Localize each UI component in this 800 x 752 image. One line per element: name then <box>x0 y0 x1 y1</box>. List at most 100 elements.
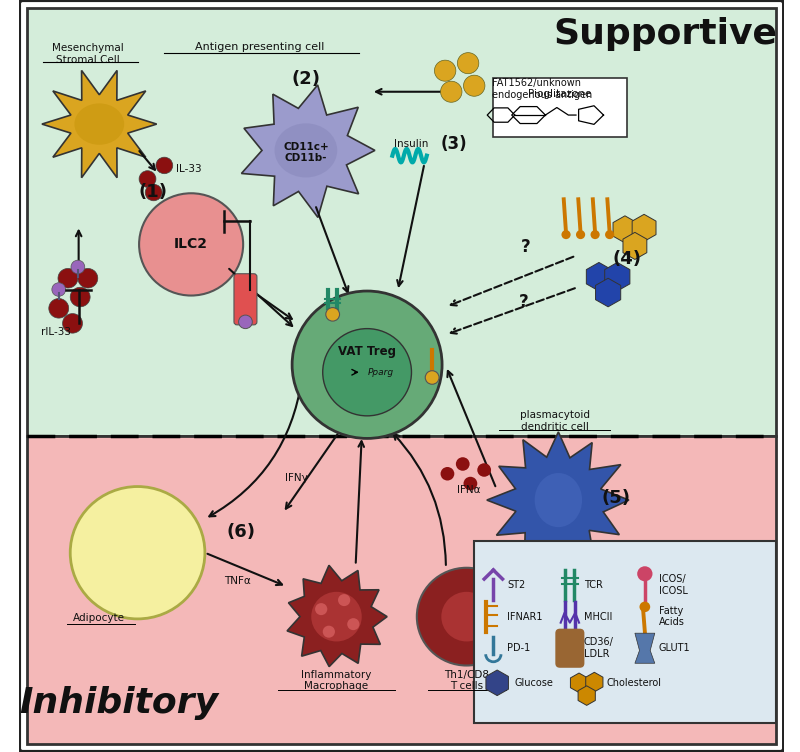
Circle shape <box>139 171 156 187</box>
Circle shape <box>70 287 90 307</box>
Text: (5): (5) <box>602 489 630 507</box>
FancyBboxPatch shape <box>26 436 777 744</box>
Ellipse shape <box>74 104 124 144</box>
Polygon shape <box>595 278 621 307</box>
Circle shape <box>576 230 585 239</box>
Text: (6): (6) <box>226 523 255 541</box>
Text: (4): (4) <box>613 250 642 268</box>
Circle shape <box>441 467 454 481</box>
Circle shape <box>292 291 442 438</box>
Text: Insulin: Insulin <box>394 139 428 150</box>
Circle shape <box>637 566 653 581</box>
Circle shape <box>322 329 411 416</box>
Text: PD-1: PD-1 <box>507 643 530 653</box>
FancyBboxPatch shape <box>234 274 257 325</box>
Polygon shape <box>586 672 603 692</box>
Text: Cholesterol: Cholesterol <box>606 678 662 688</box>
Circle shape <box>441 81 462 102</box>
Circle shape <box>311 592 362 641</box>
Circle shape <box>463 75 485 96</box>
Polygon shape <box>586 262 611 291</box>
Polygon shape <box>632 214 656 241</box>
Text: CD36/
LDLR: CD36/ LDLR <box>584 638 614 659</box>
Text: FAT1562/unknown
endogenous antigen: FAT1562/unknown endogenous antigen <box>492 78 592 99</box>
Circle shape <box>322 626 335 638</box>
Text: Inflammatory
Macrophage: Inflammatory Macrophage <box>302 670 372 691</box>
Circle shape <box>78 268 98 288</box>
Text: IFNAR1: IFNAR1 <box>507 611 542 622</box>
Ellipse shape <box>274 123 338 177</box>
Circle shape <box>590 230 600 239</box>
Ellipse shape <box>534 473 582 527</box>
Polygon shape <box>613 216 637 243</box>
Circle shape <box>426 371 439 384</box>
Text: VAT Treg: VAT Treg <box>338 344 396 358</box>
Polygon shape <box>287 566 387 666</box>
Circle shape <box>146 184 162 201</box>
Polygon shape <box>570 673 588 693</box>
Circle shape <box>456 457 470 471</box>
Text: Supportive: Supportive <box>554 17 778 51</box>
Circle shape <box>338 594 350 606</box>
Polygon shape <box>242 85 375 217</box>
Circle shape <box>463 477 478 490</box>
Text: MHCII: MHCII <box>584 611 612 622</box>
Text: Pioglitazone: Pioglitazone <box>528 89 592 99</box>
Circle shape <box>52 283 66 296</box>
FancyBboxPatch shape <box>474 541 777 723</box>
Circle shape <box>71 260 85 274</box>
Text: ?: ? <box>519 293 529 311</box>
Text: IL-33: IL-33 <box>176 164 202 174</box>
Polygon shape <box>578 686 595 705</box>
Text: Th1/CD8
T cells: Th1/CD8 T cells <box>444 670 489 691</box>
Text: Fatty
Acids: Fatty Acids <box>658 606 685 627</box>
Polygon shape <box>486 670 509 696</box>
Text: (3): (3) <box>440 135 467 153</box>
FancyBboxPatch shape <box>494 78 627 137</box>
Text: Pparg: Pparg <box>368 368 394 377</box>
Text: TCR: TCR <box>584 580 602 590</box>
Text: ?: ? <box>521 238 530 256</box>
Text: GLUT1: GLUT1 <box>658 643 690 653</box>
Circle shape <box>458 53 479 74</box>
Text: Inhibitory: Inhibitory <box>19 686 218 720</box>
Circle shape <box>347 618 359 630</box>
Polygon shape <box>623 232 647 259</box>
Text: ST2: ST2 <box>507 580 526 590</box>
Circle shape <box>49 299 69 318</box>
Text: (1): (1) <box>138 183 167 201</box>
Text: plasmacytoid
dendritic cell: plasmacytoid dendritic cell <box>519 411 590 432</box>
Text: ILC2: ILC2 <box>174 238 208 251</box>
Circle shape <box>417 568 516 666</box>
Circle shape <box>478 463 491 477</box>
FancyBboxPatch shape <box>26 8 777 436</box>
Circle shape <box>562 230 570 239</box>
Text: rIL-33: rIL-33 <box>41 327 70 338</box>
Polygon shape <box>605 262 630 291</box>
Polygon shape <box>635 633 654 663</box>
Text: (2): (2) <box>291 70 320 88</box>
Text: Antigen presenting cell: Antigen presenting cell <box>195 41 325 52</box>
Circle shape <box>238 315 252 329</box>
Text: IFNα: IFNα <box>457 485 481 496</box>
Circle shape <box>62 314 82 333</box>
Text: Glucose: Glucose <box>514 678 554 688</box>
Circle shape <box>315 603 327 615</box>
Circle shape <box>605 230 614 239</box>
Circle shape <box>434 60 456 81</box>
Circle shape <box>326 308 339 321</box>
Circle shape <box>70 487 205 619</box>
FancyBboxPatch shape <box>555 629 584 668</box>
Text: TNFα: TNFα <box>225 575 251 586</box>
Polygon shape <box>487 432 629 568</box>
Circle shape <box>639 602 650 612</box>
Text: IFNγ: IFNγ <box>286 472 308 483</box>
Polygon shape <box>42 71 157 177</box>
Text: Adipocyte: Adipocyte <box>74 613 126 623</box>
Circle shape <box>442 592 492 641</box>
Circle shape <box>139 193 243 296</box>
Circle shape <box>156 157 173 174</box>
Text: Mesenchymal
Stromal Cell: Mesenchymal Stromal Cell <box>52 43 124 65</box>
Circle shape <box>58 268 78 288</box>
Text: CD11c+
CD11b-: CD11c+ CD11b- <box>283 142 329 163</box>
